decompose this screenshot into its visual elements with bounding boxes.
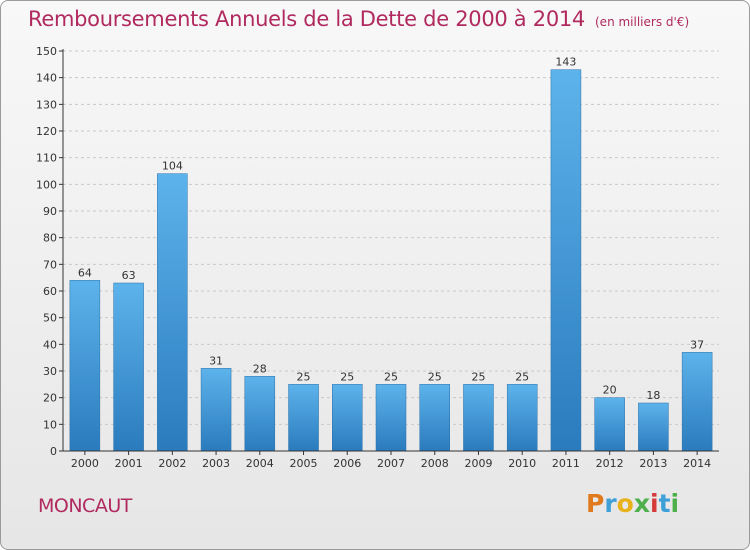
title-unit: (en milliers d'€) xyxy=(595,15,690,29)
y-tick-label: 50 xyxy=(43,312,57,325)
bar xyxy=(506,384,538,452)
data-label: 18 xyxy=(646,389,660,402)
bar xyxy=(681,352,713,452)
y-tick-label: 120 xyxy=(36,125,57,138)
bar xyxy=(638,402,669,452)
bar xyxy=(69,280,101,452)
bar xyxy=(594,397,625,452)
x-tick-label: 2007 xyxy=(377,457,405,470)
data-label: 25 xyxy=(340,370,354,383)
bar xyxy=(157,173,188,452)
y-tick-label: 100 xyxy=(36,178,57,191)
y-tick-label: 130 xyxy=(36,98,57,111)
data-label: 104 xyxy=(162,160,183,173)
bar xyxy=(113,282,144,452)
data-label: 20 xyxy=(603,384,617,397)
data-label: 25 xyxy=(428,370,442,383)
data-label: 63 xyxy=(122,269,136,282)
logo-letter: t xyxy=(658,489,671,518)
data-label: 64 xyxy=(78,266,92,279)
bar xyxy=(200,368,232,452)
y-tick-label: 80 xyxy=(43,232,57,245)
bar xyxy=(244,376,276,452)
data-label: 25 xyxy=(384,370,398,383)
logo-letter: o xyxy=(616,489,634,518)
y-tick-label: 10 xyxy=(43,418,57,431)
x-tick-label: 2008 xyxy=(421,457,449,470)
data-label: 25 xyxy=(515,370,529,383)
data-label: 25 xyxy=(297,370,311,383)
bar xyxy=(550,69,582,452)
data-label: 31 xyxy=(209,354,223,367)
data-label: 37 xyxy=(690,338,704,351)
proxiti-logo[interactable]: Proxiti xyxy=(586,489,679,518)
logo-letter: P xyxy=(586,489,605,518)
logo-letter: x xyxy=(633,489,650,518)
y-tick-label: 110 xyxy=(36,152,57,165)
x-tick-label: 2004 xyxy=(246,457,274,470)
bars: 64 63 104 31 28 25 25 25 25 25 25 143 20 18 37 xyxy=(69,56,713,452)
x-tick-label: 2003 xyxy=(202,457,230,470)
chart-title: Remboursements Annuels de la Dette de 20… xyxy=(28,7,689,31)
bar xyxy=(288,384,319,452)
bar xyxy=(332,384,363,452)
y-tick-label: 60 xyxy=(43,285,57,298)
y-tick-label: 20 xyxy=(43,392,57,405)
data-label: 28 xyxy=(253,362,267,375)
x-tick-label: 2005 xyxy=(290,457,318,470)
x-tick-label: 2009 xyxy=(464,457,492,470)
x-tick-label: 2013 xyxy=(639,457,667,470)
bar xyxy=(463,384,494,452)
x-tick-label: 2000 xyxy=(71,457,99,470)
commune-name: MONCAUT xyxy=(38,495,132,517)
y-tick-label: 0 xyxy=(50,445,57,458)
x-tick-label: 2001 xyxy=(115,457,143,470)
logo-letter: i xyxy=(670,489,680,518)
x-tick-label: 2002 xyxy=(158,457,186,470)
data-label: 143 xyxy=(555,56,576,69)
y-tick-label: 150 xyxy=(36,45,57,58)
y-tick-label: 40 xyxy=(43,338,57,351)
x-tick-label: 2014 xyxy=(683,457,711,470)
x-tick-label: 2012 xyxy=(596,457,624,470)
bar xyxy=(375,384,407,452)
logo-letter: r xyxy=(604,489,617,518)
x-tick-label: 2011 xyxy=(552,457,580,470)
x-tick-label: 2010 xyxy=(508,457,536,470)
logo-letter: i xyxy=(650,489,659,518)
data-label: 25 xyxy=(471,370,485,383)
axes: 0 10 20 30 40 50 60 70 80 90 100 110 120 130 140 150 200… xyxy=(36,45,719,470)
y-tick-label: 140 xyxy=(36,72,57,85)
y-tick-label: 70 xyxy=(43,258,57,271)
title-main: Remboursements Annuels de la Dette de 20… xyxy=(28,7,585,31)
y-tick-label: 90 xyxy=(43,205,57,218)
bar xyxy=(419,384,450,452)
y-tick-label: 30 xyxy=(43,365,57,378)
x-tick-label: 2006 xyxy=(333,457,361,470)
